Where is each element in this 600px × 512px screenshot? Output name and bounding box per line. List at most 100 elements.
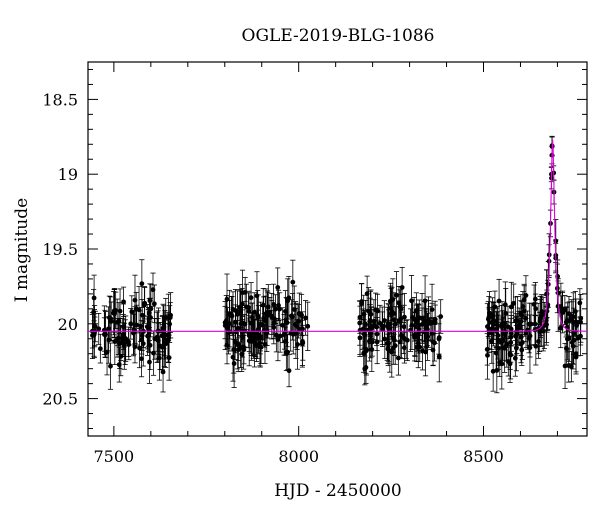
data-point — [425, 300, 432, 341]
data-marker — [391, 317, 397, 323]
data-point — [390, 322, 397, 353]
data-marker — [523, 293, 529, 298]
data-marker — [303, 315, 308, 321]
data-marker — [519, 313, 525, 318]
data-marker — [364, 291, 370, 297]
data-point — [569, 299, 575, 334]
data-marker — [108, 363, 113, 369]
data-marker — [518, 319, 524, 325]
data-marker — [103, 332, 108, 337]
data-point — [140, 320, 146, 367]
data-marker — [121, 299, 126, 305]
data-marker — [144, 324, 150, 330]
data-marker — [424, 328, 429, 333]
data-point — [533, 327, 539, 366]
data-point — [147, 297, 154, 338]
data-marker — [511, 300, 517, 306]
data-point — [397, 289, 403, 325]
x-tick-label: 8500 — [463, 447, 504, 466]
data-marker — [231, 347, 237, 352]
data-point — [116, 346, 122, 383]
data-marker — [275, 337, 281, 342]
data-point — [393, 271, 400, 320]
data-point — [377, 304, 383, 342]
data-marker — [246, 305, 251, 310]
data-point — [412, 311, 418, 362]
data-marker — [555, 290, 561, 296]
data-point — [130, 309, 136, 357]
data-marker — [412, 334, 418, 339]
axis-ticks: 7500 8000 8500 18.5 19 19.5 20 20.5 — [42, 62, 587, 466]
data-marker — [167, 315, 173, 321]
data-marker — [291, 307, 297, 312]
data-marker — [367, 318, 373, 323]
data-marker — [429, 307, 435, 312]
data-marker — [402, 314, 407, 320]
data-marker — [126, 342, 132, 347]
data-marker — [277, 333, 283, 339]
data-point — [494, 307, 500, 350]
data-marker — [521, 308, 527, 314]
data-marker — [570, 343, 576, 349]
data-point — [246, 319, 252, 353]
data-marker — [116, 362, 122, 368]
data-marker — [92, 323, 97, 329]
data-marker — [252, 340, 258, 346]
data-marker — [137, 345, 142, 351]
data-marker — [490, 368, 496, 374]
data-marker — [369, 325, 374, 331]
data-point — [518, 300, 524, 344]
data-marker — [359, 301, 364, 307]
data-marker — [523, 330, 529, 336]
y-tick-label: 19.5 — [42, 240, 78, 259]
data-point — [429, 283, 435, 336]
y-tick-label: 19 — [58, 165, 78, 184]
data-marker — [257, 322, 263, 328]
data-point — [374, 317, 380, 351]
data-point — [286, 276, 292, 320]
data-point — [151, 284, 157, 324]
data-marker — [271, 320, 277, 326]
x-tick-label: 7500 — [94, 447, 135, 466]
data-marker — [493, 350, 499, 356]
data-marker — [283, 308, 288, 314]
data-marker — [147, 359, 152, 365]
data-marker — [487, 310, 492, 316]
data-point — [417, 332, 423, 362]
data-marker — [224, 296, 230, 302]
data-marker — [157, 343, 163, 349]
data-marker — [288, 330, 294, 336]
data-marker — [508, 304, 514, 310]
data-point — [286, 354, 292, 388]
data-marker — [417, 344, 423, 350]
data-point — [559, 295, 565, 326]
data-marker — [273, 306, 278, 312]
data-marker — [364, 348, 369, 353]
data-marker — [377, 320, 383, 326]
data-marker — [391, 335, 396, 341]
data-point — [516, 310, 522, 345]
data-marker — [513, 318, 518, 324]
data-marker — [163, 341, 168, 347]
data-marker — [283, 350, 289, 355]
data-point — [566, 313, 572, 362]
data-point — [162, 319, 169, 368]
data-point — [502, 281, 508, 328]
y-tick-label: 18.5 — [42, 90, 78, 109]
data-point — [128, 308, 134, 340]
data-point — [251, 292, 257, 333]
data-marker — [494, 368, 500, 373]
data-marker — [366, 338, 372, 344]
data-marker — [118, 340, 124, 346]
data-point — [508, 311, 514, 347]
data-marker — [240, 320, 245, 326]
data-marker — [230, 306, 236, 312]
data-marker — [573, 354, 579, 360]
data-marker — [132, 297, 138, 303]
data-points-layer — [89, 135, 584, 394]
data-marker — [162, 337, 168, 343]
data-marker — [399, 285, 405, 290]
data-marker — [235, 342, 241, 348]
data-marker — [246, 309, 252, 314]
